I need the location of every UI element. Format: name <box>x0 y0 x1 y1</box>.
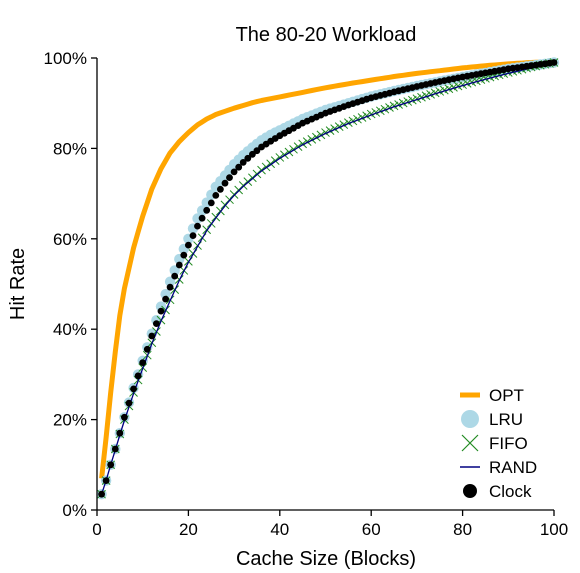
series-fifo-point <box>380 104 390 114</box>
x-tick-label: 0 <box>92 520 101 539</box>
legend-swatch <box>461 434 479 452</box>
series-lru-point <box>169 265 180 276</box>
y-tick-label: 0% <box>62 501 87 520</box>
legend-item-lru: LRU <box>461 410 523 429</box>
series-lru-point <box>164 276 176 287</box>
series-clock-point <box>185 241 192 249</box>
series-fifo-point <box>353 114 362 124</box>
series-fifo-point <box>366 109 376 119</box>
legend-label: LRU <box>489 410 523 429</box>
series-clock-point <box>217 185 224 193</box>
series-rand-line <box>100 62 555 495</box>
series-fifo-point <box>348 116 358 126</box>
series-fifo-point <box>375 106 385 116</box>
series-clock-point <box>134 372 142 380</box>
y-tick-label: 60% <box>53 230 87 249</box>
series-clock-point <box>198 214 206 222</box>
series-clock-point <box>550 59 558 66</box>
series-clock-point <box>98 490 105 498</box>
x-tick-label: 80 <box>453 520 472 539</box>
series-clock-point <box>139 359 147 366</box>
series-opt-line <box>99 59 555 479</box>
series-clock-point <box>143 345 151 353</box>
series-lru-point <box>160 289 171 300</box>
plot-area <box>96 57 560 500</box>
series-clock-point <box>102 477 110 484</box>
series-fifo-point <box>371 108 381 117</box>
series-clock-point <box>244 154 252 162</box>
series-clock-point <box>125 399 133 407</box>
series-clock-point <box>203 206 211 214</box>
series-fifo-point <box>385 103 394 112</box>
series-fifo-point <box>362 111 371 121</box>
series-clock-point <box>180 251 188 259</box>
legend-swatch <box>461 410 479 428</box>
y-tick-label: 80% <box>53 139 87 158</box>
series-clock-point <box>162 295 170 303</box>
series-clock-point <box>221 179 229 187</box>
series-clock-point <box>230 168 238 176</box>
series-clock-point <box>153 320 160 327</box>
legend-label: FIFO <box>489 434 528 453</box>
series-clock-point <box>166 283 174 291</box>
x-axis-label: Cache Size (Blocks) <box>236 548 416 570</box>
legend-item-fifo: FIFO <box>461 434 528 453</box>
x-tick-label: 100 <box>540 520 568 539</box>
legend-item-clock: Clock <box>463 482 532 501</box>
series-clock-point <box>171 272 179 280</box>
legend-label: Clock <box>489 482 532 501</box>
series-clock-point <box>157 307 165 315</box>
series-clock-point <box>107 461 115 469</box>
y-tick-label: 20% <box>53 411 87 430</box>
series-clock-point <box>121 413 128 421</box>
x-tick-label: 40 <box>270 520 289 539</box>
series-clock-point <box>194 222 201 230</box>
series-clock-point <box>189 232 197 240</box>
series-fifo-point <box>357 113 367 122</box>
x-tick-label: 60 <box>362 520 381 539</box>
series-clock-point <box>148 332 156 340</box>
series-clock-point <box>239 159 247 166</box>
series-clock-point <box>175 261 183 269</box>
legend: OPT LRU FIFO RAND Clock <box>460 386 537 501</box>
series-clock-point <box>235 163 243 171</box>
series-clock-point <box>130 385 138 393</box>
legend-label: RAND <box>489 458 537 477</box>
legend-label: OPT <box>489 386 524 405</box>
legend-item-opt: OPT <box>460 386 524 405</box>
legend-item-rand: RAND <box>460 458 537 477</box>
chart-title: The 80-20 Workload <box>236 24 417 46</box>
y-tick-label: 100% <box>44 49 87 68</box>
y-tick-label: 40% <box>53 320 87 339</box>
legend-swatch <box>463 484 477 498</box>
series-clock-point <box>226 174 233 182</box>
x-tick-label: 20 <box>179 520 198 539</box>
series-clock-point <box>253 147 261 155</box>
series-clock-point <box>207 199 215 207</box>
series-clock-point <box>116 429 124 437</box>
y-axis-label: Hit Rate <box>7 248 29 320</box>
axis-ticks: 0% 20% 40% 60% 80% 100% 0 20 40 60 80 100 <box>44 49 569 539</box>
series-clock-point <box>212 192 220 199</box>
series-clock-point <box>111 445 119 453</box>
